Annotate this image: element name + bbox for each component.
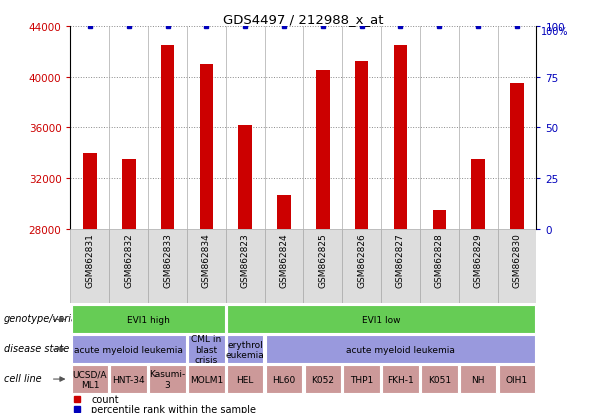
Text: THP1: THP1	[350, 375, 373, 384]
Text: OIH1: OIH1	[506, 375, 528, 384]
Bar	[316, 71, 330, 229]
Bar	[266, 365, 302, 393]
Bar	[421, 365, 457, 393]
Text: MOLM1: MOLM1	[190, 375, 223, 384]
Bar	[110, 365, 147, 393]
Text: GSM862826: GSM862826	[357, 233, 366, 287]
Bar	[150, 365, 186, 393]
Text: CML in
blast
crisis: CML in blast crisis	[191, 335, 221, 364]
Text: count: count	[91, 394, 119, 404]
Bar	[226, 229, 265, 304]
Bar	[305, 365, 341, 393]
Text: HNT-34: HNT-34	[112, 375, 145, 384]
Bar	[72, 306, 224, 334]
Text: HEL: HEL	[237, 375, 254, 384]
Bar	[459, 229, 498, 304]
Bar	[72, 335, 186, 363]
Bar	[188, 335, 224, 363]
Text: acute myeloid leukemia: acute myeloid leukemia	[346, 345, 455, 354]
Text: genotype/variation: genotype/variation	[4, 313, 96, 323]
Bar	[343, 365, 380, 393]
Bar	[188, 365, 224, 393]
Bar	[499, 365, 535, 393]
Text: EVI1 low: EVI1 low	[362, 315, 400, 324]
Bar	[70, 229, 109, 304]
Text: GSM862823: GSM862823	[241, 233, 249, 287]
Bar	[200, 65, 213, 229]
Bar	[122, 160, 135, 229]
Text: GSM862831: GSM862831	[85, 233, 94, 288]
Text: Kasumi-
3: Kasumi- 3	[150, 370, 186, 389]
Bar	[420, 229, 459, 304]
Text: GSM862829: GSM862829	[474, 233, 482, 287]
Text: GSM862833: GSM862833	[163, 233, 172, 288]
Bar	[381, 229, 420, 304]
Text: UCSD/A
ML1: UCSD/A ML1	[73, 370, 107, 389]
Bar	[148, 229, 187, 304]
Text: GSM862832: GSM862832	[124, 233, 133, 287]
Text: erythrol
eukemia: erythrol eukemia	[226, 340, 265, 359]
Text: GSM862827: GSM862827	[396, 233, 405, 287]
Bar	[265, 229, 303, 304]
Bar	[460, 365, 497, 393]
Bar	[383, 365, 419, 393]
Text: 100%: 100%	[541, 27, 568, 37]
Bar	[471, 160, 485, 229]
Bar	[277, 195, 291, 229]
Text: GSM862825: GSM862825	[318, 233, 327, 287]
Title: GDS4497 / 212988_x_at: GDS4497 / 212988_x_at	[223, 13, 384, 26]
Text: cell line: cell line	[4, 373, 41, 382]
Bar	[83, 153, 97, 229]
Text: EVI1 high: EVI1 high	[127, 315, 170, 324]
Bar	[303, 229, 342, 304]
Bar	[109, 229, 148, 304]
Bar	[227, 365, 264, 393]
Text: GSM862834: GSM862834	[202, 233, 211, 287]
Text: NH: NH	[471, 375, 485, 384]
Text: disease state: disease state	[4, 343, 69, 353]
Text: GSM862830: GSM862830	[512, 233, 522, 288]
Bar	[510, 84, 524, 229]
Text: GSM862824: GSM862824	[280, 233, 289, 287]
Bar	[498, 229, 536, 304]
Text: HL60: HL60	[272, 375, 295, 384]
Bar	[227, 335, 264, 363]
Text: percentile rank within the sample: percentile rank within the sample	[91, 404, 256, 413]
Bar	[72, 365, 108, 393]
Text: K052: K052	[311, 375, 334, 384]
Bar	[433, 210, 446, 229]
Bar	[187, 229, 226, 304]
Text: acute myeloid leukemia: acute myeloid leukemia	[74, 345, 183, 354]
Bar	[355, 62, 368, 229]
Text: GSM862828: GSM862828	[435, 233, 444, 287]
Bar	[227, 306, 535, 334]
Text: K051: K051	[428, 375, 451, 384]
Bar	[342, 229, 381, 304]
Bar	[161, 46, 174, 229]
Bar	[238, 126, 252, 229]
Bar	[266, 335, 535, 363]
Bar	[394, 46, 407, 229]
Text: FKH-1: FKH-1	[387, 375, 414, 384]
